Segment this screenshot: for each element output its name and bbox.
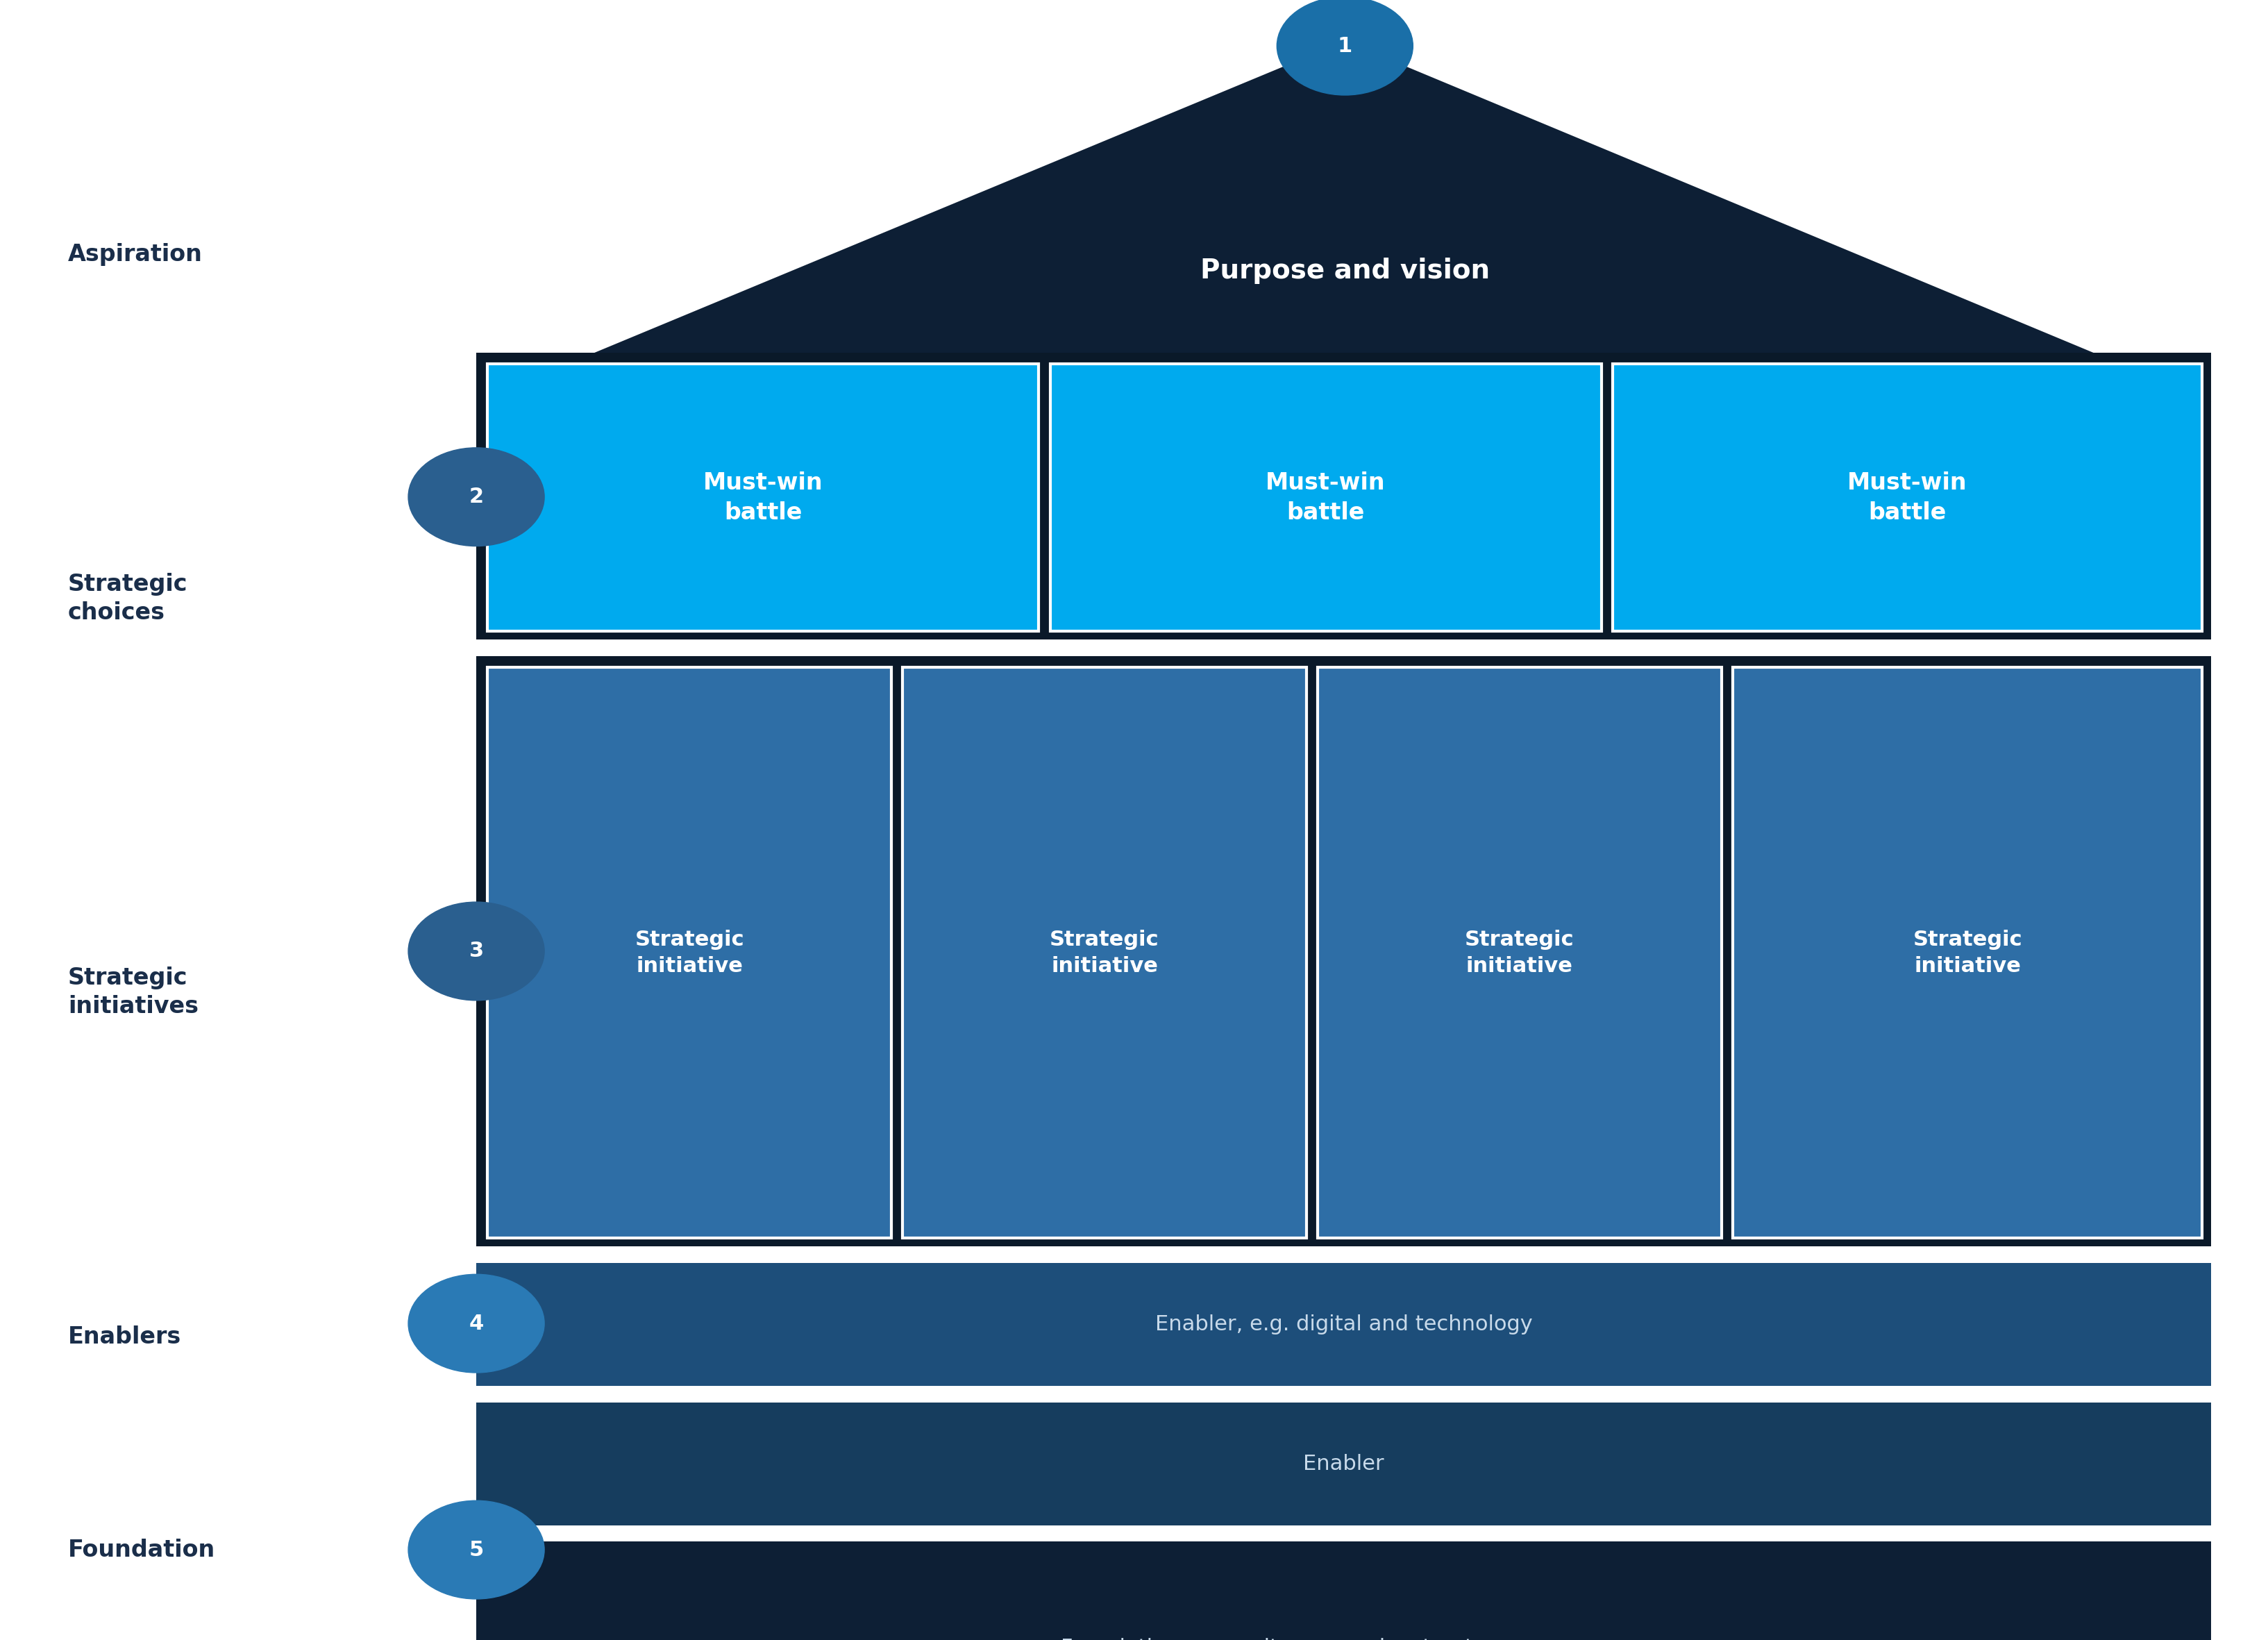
Text: 4: 4	[469, 1314, 483, 1333]
FancyBboxPatch shape	[476, 1542, 2211, 1640]
Circle shape	[408, 902, 544, 1000]
FancyBboxPatch shape	[476, 1402, 2211, 1525]
Text: Strategic
initiative: Strategic initiative	[1465, 930, 1574, 976]
Text: Strategic
choices: Strategic choices	[68, 572, 188, 625]
Text: 1: 1	[1338, 36, 1352, 56]
Text: Must-win
battle: Must-win battle	[1848, 471, 1966, 525]
Text: Strategic
initiative: Strategic initiative	[635, 930, 744, 976]
FancyBboxPatch shape	[1318, 667, 1721, 1238]
Text: 3: 3	[469, 941, 483, 961]
Text: Strategic
initiative: Strategic initiative	[1050, 930, 1159, 976]
FancyBboxPatch shape	[476, 353, 2211, 640]
FancyBboxPatch shape	[1733, 667, 2202, 1238]
Text: Strategic
initiative: Strategic initiative	[1912, 930, 2023, 976]
Circle shape	[408, 1501, 544, 1599]
Text: 5: 5	[469, 1540, 483, 1560]
FancyBboxPatch shape	[488, 667, 891, 1238]
Text: Aspiration: Aspiration	[68, 243, 202, 266]
Text: Purpose and vision: Purpose and vision	[1200, 257, 1490, 284]
Circle shape	[1277, 0, 1413, 95]
FancyBboxPatch shape	[1050, 364, 1601, 631]
Circle shape	[408, 448, 544, 546]
Text: 2: 2	[469, 487, 483, 507]
Text: Foundation: Foundation	[68, 1538, 215, 1561]
FancyBboxPatch shape	[488, 364, 1039, 631]
FancyBboxPatch shape	[476, 1263, 2211, 1386]
FancyBboxPatch shape	[476, 656, 2211, 1246]
Text: Enablers: Enablers	[68, 1325, 181, 1348]
Text: Enabler, e.g. digital and technology: Enabler, e.g. digital and technology	[1154, 1314, 1533, 1335]
Text: Enabler: Enabler	[1304, 1453, 1383, 1474]
Text: Foundation, e.g. culture, people, structure, processes: Foundation, e.g. culture, people, struct…	[1061, 1638, 1626, 1640]
FancyBboxPatch shape	[1613, 364, 2202, 631]
Circle shape	[408, 1274, 544, 1373]
Polygon shape	[476, 41, 2211, 402]
Text: Must-win
battle: Must-win battle	[1266, 471, 1386, 525]
Text: Must-win
battle: Must-win battle	[703, 471, 823, 525]
FancyBboxPatch shape	[903, 667, 1306, 1238]
Text: Strategic
initiatives: Strategic initiatives	[68, 966, 200, 1018]
